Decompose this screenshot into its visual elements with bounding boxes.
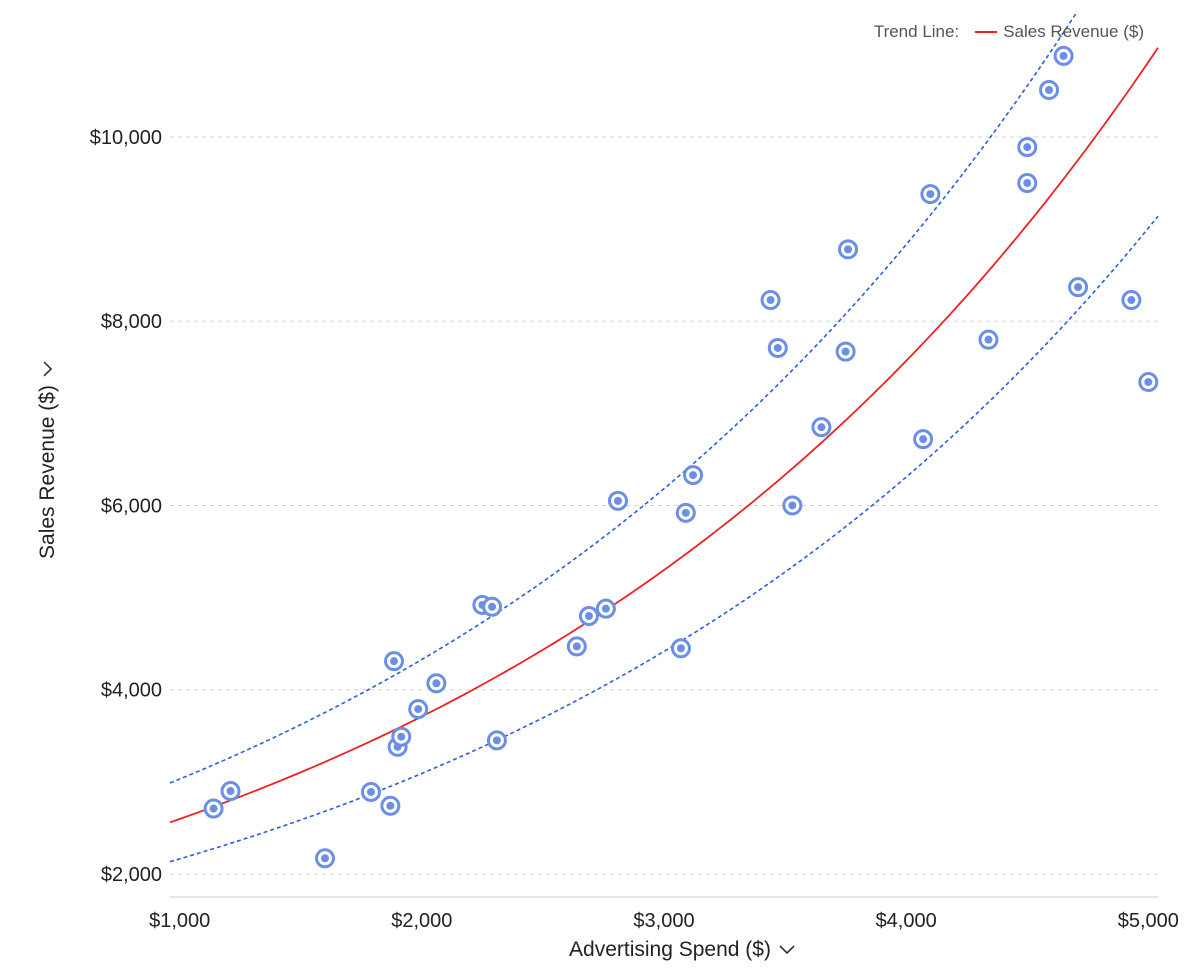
x-tick-label: $3,000 — [633, 910, 694, 932]
y-tick-label: $10,000 — [90, 127, 162, 149]
x-tick-label: $1,000 — [149, 910, 210, 932]
data-point — [1017, 137, 1038, 158]
y-tick-label: $8,000 — [101, 311, 162, 333]
chevron-down-icon[interactable] — [779, 945, 795, 955]
data-point — [203, 798, 224, 819]
data-point — [220, 781, 241, 802]
point-dot — [773, 343, 782, 352]
data-point — [1121, 290, 1142, 311]
data-point — [913, 429, 934, 450]
data-point — [1039, 79, 1060, 100]
data-point — [566, 636, 587, 657]
legend: Trend Line: Sales Revenue ($) — [874, 22, 1144, 42]
data-point — [920, 184, 941, 205]
point-dot — [226, 787, 235, 796]
data-point — [426, 673, 447, 694]
data-points — [203, 45, 1159, 869]
x-axis-title[interactable]: Advertising Spend ($) — [0, 938, 1194, 962]
trend-line — [169, 47, 1159, 824]
point-dot — [1144, 378, 1153, 387]
data-point — [380, 795, 401, 816]
data-point — [760, 290, 781, 311]
data-point — [683, 465, 704, 486]
x-tick-label: $2,000 — [391, 910, 452, 932]
data-point — [607, 490, 628, 511]
band-lower-line — [169, 215, 1159, 863]
y-axis-tick-labels: $2,000 $4,000 $6,000 $8,000 $10,000 — [90, 127, 162, 886]
data-point — [675, 502, 696, 523]
point-dot — [584, 612, 593, 621]
data-point — [1138, 372, 1159, 393]
grid-lines — [170, 136, 1158, 875]
point-dot — [766, 296, 775, 305]
point-dot — [926, 190, 935, 199]
data-point — [1068, 277, 1089, 298]
point-dot — [817, 423, 826, 432]
data-point — [482, 596, 503, 617]
point-dot — [676, 644, 685, 653]
data-point — [391, 726, 412, 747]
data-point — [835, 341, 856, 362]
point-dot — [984, 335, 993, 344]
point-dot — [788, 501, 797, 510]
legend-title: Trend Line: — [873, 22, 960, 41]
data-point — [360, 781, 381, 802]
point-dot — [488, 602, 497, 611]
confidence-band — [169, 11, 1159, 863]
y-axis-title[interactable]: Sales Revenue ($) — [36, 361, 60, 559]
data-point — [1053, 45, 1074, 66]
point-dot — [1023, 143, 1032, 152]
point-dot — [366, 787, 375, 796]
y-tick-label: $6,000 — [101, 495, 162, 517]
point-dot — [492, 736, 501, 745]
legend-trend-label[interactable]: Sales Revenue ($) — [1003, 22, 1144, 41]
x-axis-title-text: Advertising Spend ($) — [569, 938, 771, 961]
point-dot — [1127, 296, 1136, 305]
legend-trend-swatch — [975, 31, 998, 33]
data-point — [1017, 173, 1038, 194]
point-dot — [601, 604, 610, 613]
data-point — [782, 495, 803, 516]
point-dot — [1059, 51, 1068, 60]
point-dot — [681, 508, 690, 517]
data-point — [670, 638, 691, 659]
data-point — [978, 329, 999, 350]
data-point — [578, 606, 599, 627]
point-dot — [572, 642, 581, 651]
y-tick-label: $2,000 — [101, 864, 162, 886]
point-dot — [386, 801, 395, 810]
y-tick-label: $4,000 — [101, 680, 162, 702]
chevron-down-icon[interactable] — [43, 361, 53, 377]
x-tick-label: $4,000 — [876, 910, 937, 932]
x-axis-tick-labels: $1,000 $2,000 $3,000 $4,000 $5,000 — [149, 910, 1179, 932]
data-point — [314, 848, 335, 869]
point-dot — [389, 657, 398, 666]
point-dot — [1074, 283, 1083, 292]
point-dot — [613, 496, 622, 505]
x-tick-label: $5,000 — [1118, 910, 1179, 932]
point-dot — [414, 705, 423, 714]
data-point — [383, 651, 404, 672]
data-point — [595, 598, 616, 619]
point-dot — [1045, 85, 1054, 94]
band-upper-line — [169, 11, 1078, 784]
data-point — [767, 337, 788, 358]
y-axis-title-text: Sales Revenue ($) — [36, 385, 59, 559]
point-dot — [209, 804, 218, 813]
point-dot — [320, 854, 329, 863]
point-dot — [397, 732, 406, 741]
data-point — [408, 699, 429, 720]
point-dot — [919, 435, 928, 444]
point-dot — [1023, 179, 1032, 188]
point-dot — [841, 347, 850, 356]
point-dot — [432, 679, 441, 688]
data-point — [486, 730, 507, 751]
point-dot — [689, 471, 698, 480]
data-point — [838, 239, 859, 260]
data-point — [811, 417, 832, 438]
trend-curve — [169, 47, 1159, 824]
point-dot — [844, 245, 853, 254]
